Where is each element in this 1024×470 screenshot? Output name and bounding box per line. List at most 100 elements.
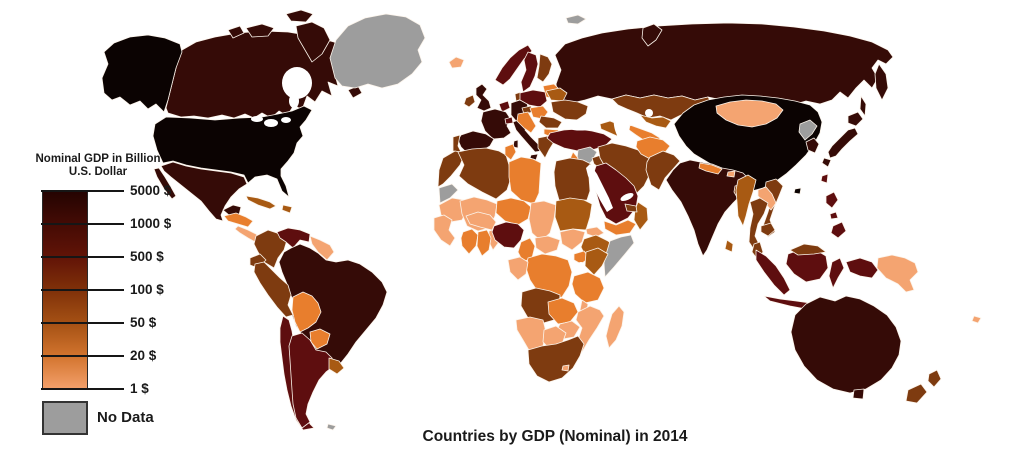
country-tunisia xyxy=(504,143,517,161)
country-australia xyxy=(790,295,902,394)
country-russia xyxy=(554,22,894,106)
country-new-zealand-north xyxy=(927,369,942,388)
tick-label: 500 $ xyxy=(130,249,164,264)
tick-line xyxy=(41,322,124,324)
country-usa-mainland xyxy=(152,105,313,198)
tick-label: 100 $ xyxy=(130,282,164,297)
country-bhutan xyxy=(726,170,736,178)
country-russia-kamchatka xyxy=(874,63,889,101)
aral-sea xyxy=(645,109,653,117)
map-title: Countries by GDP (Nominal) in 2014 xyxy=(422,428,688,445)
country-philippines-luzon xyxy=(825,191,839,209)
country-uruguay xyxy=(328,357,345,375)
country-uzbekistan xyxy=(639,114,672,129)
country-guatemala-honduras xyxy=(223,212,254,228)
country-chad xyxy=(528,200,557,242)
country-hispaniola xyxy=(281,204,293,214)
country-russia-novaya-zemlya xyxy=(641,23,663,47)
country-ukraine xyxy=(550,99,589,121)
red-sea xyxy=(586,164,613,212)
country-fiji xyxy=(971,315,982,324)
country-finland xyxy=(536,53,553,83)
country-bolivia xyxy=(291,291,322,333)
country-tanzania xyxy=(571,271,605,304)
country-france xyxy=(480,108,512,140)
country-malaysia-borneo xyxy=(789,243,827,256)
country-south-africa xyxy=(527,335,585,383)
country-taiwan xyxy=(820,173,829,184)
persian-gulf xyxy=(620,192,634,202)
great-lakes-west xyxy=(251,116,263,122)
country-poland xyxy=(519,89,548,108)
country-peru xyxy=(253,261,294,318)
legend-title: Nominal GDP in Billion U.S. Dollar xyxy=(14,153,182,179)
lake-victoria xyxy=(577,262,585,270)
legend-no-data-label: No Data xyxy=(97,409,154,426)
country-netherlands-belgium xyxy=(498,100,511,113)
country-ireland xyxy=(463,94,476,108)
caspian-sea xyxy=(613,113,631,145)
country-new-zealand-south xyxy=(905,383,928,404)
country-western-sahara xyxy=(438,183,459,204)
country-nigeria xyxy=(491,221,525,249)
country-slovakia-hungary xyxy=(529,105,549,120)
tick-line xyxy=(41,256,124,258)
country-papua-new-guinea xyxy=(876,254,919,293)
country-argentina xyxy=(288,332,335,429)
country-japan-honshu xyxy=(827,127,859,159)
legend: Nominal GDP in Billion U.S. Dollar 5000 … xyxy=(0,0,220,470)
country-uk xyxy=(475,83,492,112)
country-car xyxy=(534,235,561,255)
country-norway xyxy=(494,44,533,86)
country-north-korea xyxy=(798,119,818,141)
country-svalbard xyxy=(565,14,587,25)
country-mongolia xyxy=(715,99,784,128)
country-libya xyxy=(508,156,542,205)
country-romania xyxy=(538,115,563,129)
country-cambodia xyxy=(760,222,776,237)
tick-line xyxy=(41,388,124,390)
country-indonesia-west-papua xyxy=(845,257,879,279)
country-lesotho xyxy=(561,364,570,372)
country-myanmar xyxy=(735,174,757,227)
james-bay xyxy=(289,94,299,108)
country-algeria xyxy=(457,147,512,200)
country-mexico xyxy=(160,161,248,222)
country-sri-lanka xyxy=(724,239,734,253)
country-usa-alaska xyxy=(101,34,183,113)
country-congo-gabon xyxy=(507,256,529,281)
tick-label: 5000 $ xyxy=(130,183,172,198)
country-mexico-yucatan xyxy=(222,204,242,216)
country-iceland xyxy=(448,56,465,69)
country-niger xyxy=(495,197,532,226)
country-mexico-baja xyxy=(153,167,177,200)
country-russia-sakhalin xyxy=(859,95,867,117)
country-indonesia-sumatra xyxy=(755,249,791,296)
country-canada-banks-island xyxy=(227,25,245,39)
country-philippines-visayas xyxy=(829,211,839,220)
country-eritrea xyxy=(585,226,605,238)
great-lakes-east xyxy=(281,117,291,123)
tick-line xyxy=(41,190,124,192)
country-china-hainan xyxy=(793,187,802,195)
country-mozambique xyxy=(575,305,605,353)
country-japan-hokkaido xyxy=(847,111,864,127)
country-canada-victoria-island xyxy=(245,23,275,38)
country-yemen xyxy=(603,219,637,236)
country-venezuela xyxy=(276,227,311,249)
country-laos xyxy=(757,186,777,211)
legend-title-line1: Nominal GDP in Billion xyxy=(35,153,161,165)
country-philippines-mindanao xyxy=(830,221,847,239)
hudson-bay xyxy=(282,67,312,99)
legend-title-line2: U.S. Dollar xyxy=(68,166,128,178)
country-australia-tasmania xyxy=(852,388,865,400)
country-madagascar xyxy=(605,305,625,349)
country-ghana xyxy=(476,229,492,257)
country-belarus xyxy=(545,87,568,102)
country-falklands xyxy=(326,423,337,431)
country-thailand xyxy=(748,197,769,252)
country-balkans xyxy=(516,111,537,134)
country-nepal xyxy=(698,162,723,175)
